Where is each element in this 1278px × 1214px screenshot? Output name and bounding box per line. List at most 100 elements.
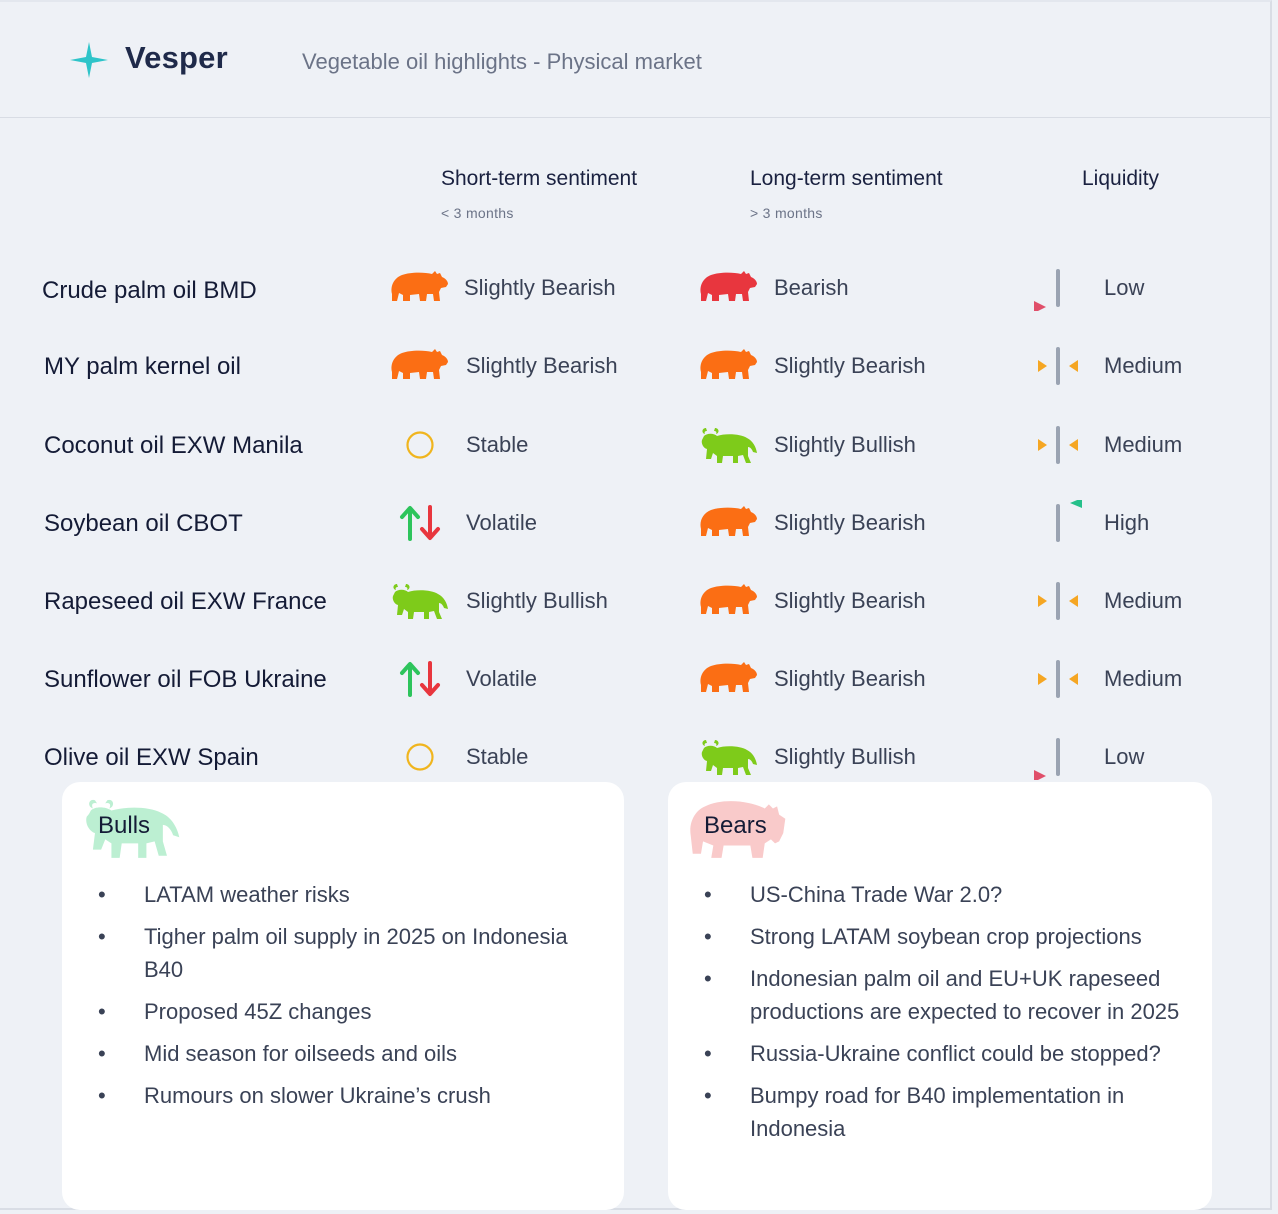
liquidity-label: Medium [1104, 666, 1183, 691]
table-row: Crude palm oil BMD Slightly Bearish Bearis… [0, 263, 1272, 313]
column-header-long-term: Long-term sentiment [750, 167, 943, 190]
liquidity-label: Medium [1104, 353, 1183, 378]
bull-icon [699, 737, 759, 777]
liquidity-indicator-icon [1030, 734, 1090, 782]
bears-card: Bears • US-China Trade War 2.0? • Strong LA… [668, 782, 1212, 1210]
short-term-label: Slightly Bearish [466, 353, 618, 378]
liquidity-label: Low [1104, 744, 1145, 769]
bullet-icon: • [98, 1083, 106, 1108]
header: Vesper Vegetable oil highlights - Physic… [0, 0, 1272, 118]
list-item-text: Proposed 45Z changes [144, 999, 372, 1024]
long-term-label: Slightly Bearish [774, 588, 926, 613]
bullet-icon: • [98, 924, 106, 949]
bull-icon [390, 581, 450, 621]
bulls-card: Bulls • LATAM weather risks • Tigher palm o… [62, 782, 624, 1210]
bull-icon [699, 425, 759, 465]
bullet-icon: • [98, 1041, 106, 1066]
short-term-label: Stable [466, 744, 529, 769]
liquidity-label: Low [1104, 275, 1145, 300]
bear-icon [699, 268, 759, 308]
circle-icon [390, 737, 450, 777]
bullet-icon: • [704, 924, 712, 949]
short-term-label: Stable [466, 432, 529, 457]
bear-icon [699, 503, 759, 543]
page-subtitle: Vegetable oil highlights - Physical mark… [302, 49, 702, 74]
liquidity-label: Medium [1104, 432, 1183, 457]
liquidity-indicator-icon [1030, 265, 1090, 313]
row-name: Soybean oil CBOT [44, 510, 243, 537]
short-term-label: Volatile [466, 666, 537, 691]
list-item: • Strong LATAM soybean crop projections [704, 920, 1188, 953]
row-name: MY palm kernel oil [44, 353, 241, 380]
row-name: Olive oil EXW Spain [44, 744, 259, 771]
bullet-icon: • [704, 1041, 712, 1066]
row-name: Sunflower oil FOB Ukraine [44, 666, 327, 693]
list-item: • LATAM weather risks [98, 878, 600, 911]
long-term-label: Slightly Bearish [774, 666, 926, 691]
list-item: • Rumours on slower Ukraine’s crush [98, 1079, 600, 1112]
short-term-label: Slightly Bearish [464, 275, 616, 300]
table-row: Olive oil EXW Spain Stable Slightly Bullis… [0, 732, 1272, 782]
table-row: Coconut oil EXW Manila Stable Slightly Bul… [0, 420, 1272, 470]
list-item-text: Mid season for oilseeds and oils [144, 1041, 458, 1066]
bullet-icon: • [98, 999, 106, 1024]
short-term-label: Slightly Bullish [466, 588, 608, 613]
long-term-label: Slightly Bearish [774, 510, 926, 535]
list-item-text: US-China Trade War 2.0? [750, 882, 1003, 907]
list-item: • Proposed 45Z changes [98, 995, 600, 1028]
table-row: Rapeseed oil EXW France Slightly Bullish S… [0, 576, 1272, 626]
list-item: • Russia-Ukraine conflict could be stoppe… [704, 1037, 1188, 1070]
bear-icon [690, 801, 786, 858]
up-down-arrows-icon [390, 503, 450, 543]
list-item: • Mid season for oilseeds and oils [98, 1037, 600, 1070]
long-term-label: Slightly Bullish [774, 744, 916, 769]
bears-title: Bears [704, 812, 767, 839]
liquidity-indicator-icon [1030, 422, 1090, 468]
column-header-liquidity: Liquidity [1082, 167, 1160, 190]
list-item: • Indonesian palm oil and EU+UK rapeseed … [704, 962, 1188, 1028]
sparkle-logo-icon [70, 42, 108, 78]
bullet-icon: • [704, 1083, 712, 1108]
bear-icon [390, 268, 450, 308]
row-name: Rapeseed oil EXW France [44, 588, 327, 615]
list-item-text: Strong LATAM soybean crop projections [750, 924, 1142, 949]
row-name: Coconut oil EXW Manila [44, 432, 303, 459]
bear-icon [699, 581, 759, 621]
liquidity-indicator-icon [1030, 343, 1090, 389]
up-down-arrows-icon [390, 659, 450, 699]
bulls-title: Bulls [98, 812, 151, 839]
list-item-text: Russia-Ukraine conflict could be stopped… [750, 1041, 1161, 1066]
table-row: Sunflower oil FOB Ukraine Volatile Slightl… [0, 654, 1272, 704]
list-item-text: Rumours on slower Ukraine’s crush [144, 1083, 491, 1108]
table-row: Soybean oil CBOT Volatile Slightly Bearish… [0, 498, 1272, 548]
liquidity-label: High [1104, 510, 1150, 535]
bear-icon [699, 659, 759, 699]
long-term-label: Bearish [774, 275, 849, 300]
bulls-list: • LATAM weather risks • Tigher palm oil sup… [98, 878, 600, 1121]
short-term-label: Volatile [466, 510, 537, 535]
bullet-icon: • [704, 882, 712, 907]
long-term-label: Slightly Bearish [774, 353, 926, 378]
bullet-icon: • [98, 882, 106, 907]
liquidity-indicator-icon [1030, 656, 1090, 702]
column-subheader-long-term: > 3 months [750, 205, 823, 221]
bears-list: • US-China Trade War 2.0? • Strong LATAM so… [704, 878, 1188, 1154]
list-item: • Tigher palm oil supply in 2025 on Indon… [98, 920, 600, 986]
liquidity-label: Medium [1104, 588, 1183, 613]
list-item-text: Indonesian palm oil and EU+UK rapeseed p… [750, 966, 1180, 1024]
list-item-text: LATAM weather risks [144, 882, 350, 907]
liquidity-indicator-icon [1030, 578, 1090, 624]
bear-icon [390, 346, 450, 386]
bear-icon [699, 346, 759, 386]
row-name: Crude palm oil BMD [42, 277, 257, 304]
liquidity-indicator-icon [1030, 498, 1090, 546]
bull-icon [86, 799, 180, 858]
bullet-icon: • [704, 966, 712, 991]
list-item-text: Bumpy road for B40 implementation in Ind… [750, 1083, 1125, 1141]
brand-name: Vesper [125, 40, 228, 75]
long-term-label: Slightly Bullish [774, 432, 916, 457]
column-subheader-short-term: < 3 months [441, 205, 514, 221]
table-row: MY palm kernel oil Slightly Bearish Slight… [0, 341, 1272, 391]
list-item-text: Tigher palm oil supply in 2025 on Indone… [144, 924, 568, 982]
list-item: • US-China Trade War 2.0? [704, 878, 1188, 911]
